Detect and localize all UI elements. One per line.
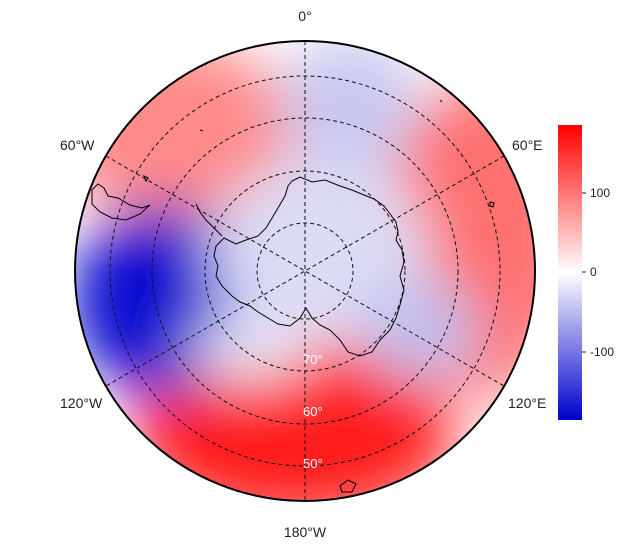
graticule [105,41,505,501]
lon-label-60w: 60°W [60,137,95,153]
lon-label-120w: 120°W [60,395,103,411]
colorbar: 100 0 -100 [558,125,614,420]
antarctica-coastline [213,176,405,357]
new-zealand-tip [339,479,357,493]
island-south-georgia [143,174,149,183]
lat-label-60: 60° [303,404,323,419]
island-kerguelen [489,201,495,208]
colorbar-ramp [558,125,582,420]
south-america-tip [91,183,151,221]
island-small-2 [199,129,204,132]
anomaly-field [75,41,535,501]
colorbar-label-100: 100 [590,186,610,200]
lat-label-50: 50° [303,456,323,471]
map-boundary [74,40,536,502]
lon-label-180w: 180°W [284,524,327,540]
lon-label-0: 0° [298,8,311,24]
coastlines [91,99,495,493]
latitude-circle-50 [151,117,459,425]
lon-label-120e: 120°E [508,395,546,411]
lat-label-70: 70° [303,352,323,367]
island-small-1 [439,99,443,103]
lon-label-60e: 60°E [512,137,543,153]
colorbar-label-minus100: -100 [590,345,614,359]
antarctic-peninsula [195,203,223,237]
colorbar-label-0: 0 [590,265,597,279]
